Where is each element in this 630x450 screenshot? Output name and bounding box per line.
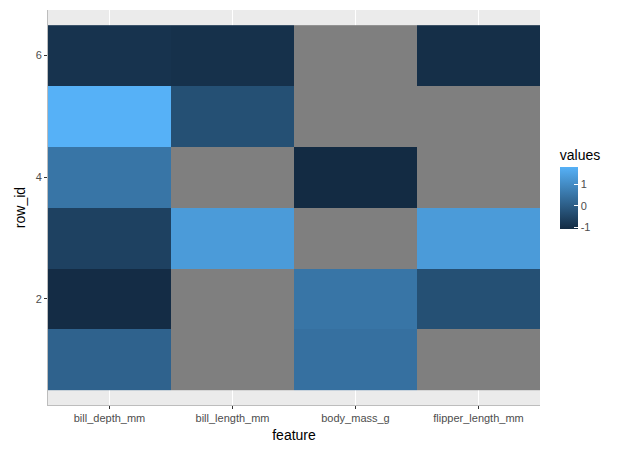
svg-text:bill_depth_mm: bill_depth_mm <box>74 412 146 424</box>
svg-text:bill_length_mm: bill_length_mm <box>196 412 270 424</box>
svg-text:feature: feature <box>272 427 316 443</box>
svg-text:1: 1 <box>581 178 587 190</box>
svg-text:0: 0 <box>581 200 587 212</box>
svg-text:values: values <box>560 147 600 163</box>
svg-text:6: 6 <box>36 49 42 61</box>
svg-text:flipper_length_mm: flipper_length_mm <box>433 412 524 424</box>
svg-text:2: 2 <box>36 293 42 305</box>
svg-text:body_mass_g: body_mass_g <box>321 412 390 424</box>
svg-text:row_id: row_id <box>12 187 28 228</box>
svg-text:4: 4 <box>36 171 42 183</box>
svg-text:-1: -1 <box>581 221 591 233</box>
